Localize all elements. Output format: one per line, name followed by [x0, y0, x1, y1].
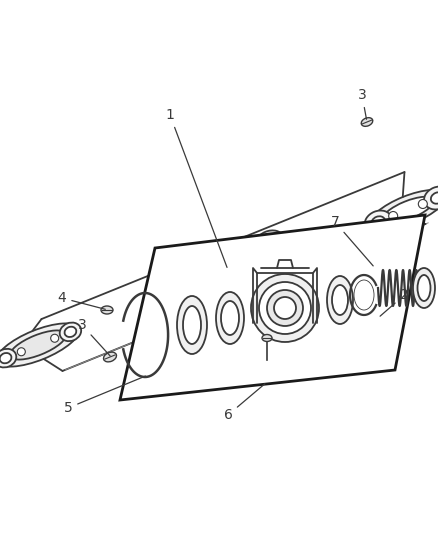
Ellipse shape — [10, 330, 66, 360]
Ellipse shape — [262, 236, 277, 248]
Ellipse shape — [267, 290, 303, 326]
Ellipse shape — [0, 349, 16, 367]
Text: 1: 1 — [166, 108, 227, 268]
Ellipse shape — [327, 276, 353, 324]
Polygon shape — [120, 215, 425, 400]
Ellipse shape — [18, 348, 25, 356]
Text: 3: 3 — [357, 88, 367, 119]
Ellipse shape — [221, 301, 239, 335]
Ellipse shape — [276, 282, 305, 305]
Ellipse shape — [417, 275, 431, 301]
Ellipse shape — [424, 187, 438, 209]
Ellipse shape — [262, 335, 272, 342]
Ellipse shape — [255, 249, 305, 287]
Ellipse shape — [251, 274, 319, 342]
Text: 5: 5 — [64, 376, 145, 415]
Text: 2: 2 — [380, 288, 409, 316]
Ellipse shape — [274, 297, 296, 319]
Ellipse shape — [183, 306, 201, 344]
Ellipse shape — [101, 306, 113, 314]
Ellipse shape — [431, 192, 438, 204]
Text: 4: 4 — [58, 291, 105, 309]
Ellipse shape — [365, 211, 392, 233]
Ellipse shape — [0, 324, 79, 367]
Text: 3: 3 — [78, 318, 110, 356]
Ellipse shape — [255, 230, 284, 254]
Text: 7: 7 — [331, 215, 373, 266]
Ellipse shape — [200, 275, 240, 315]
Ellipse shape — [64, 327, 76, 337]
Ellipse shape — [264, 256, 296, 280]
Ellipse shape — [332, 285, 348, 315]
Ellipse shape — [418, 199, 427, 208]
Ellipse shape — [371, 216, 385, 228]
Ellipse shape — [283, 288, 298, 300]
Ellipse shape — [413, 268, 435, 308]
Ellipse shape — [103, 352, 117, 362]
Text: 6: 6 — [223, 384, 265, 422]
Ellipse shape — [177, 296, 207, 354]
Ellipse shape — [382, 197, 434, 223]
Ellipse shape — [370, 190, 438, 230]
Ellipse shape — [389, 212, 398, 221]
Ellipse shape — [0, 353, 11, 364]
Ellipse shape — [207, 282, 233, 308]
Ellipse shape — [361, 118, 373, 126]
Ellipse shape — [216, 292, 244, 344]
Ellipse shape — [192, 268, 247, 322]
Ellipse shape — [184, 259, 256, 331]
Ellipse shape — [51, 334, 59, 342]
Ellipse shape — [259, 282, 311, 334]
Ellipse shape — [60, 322, 81, 341]
